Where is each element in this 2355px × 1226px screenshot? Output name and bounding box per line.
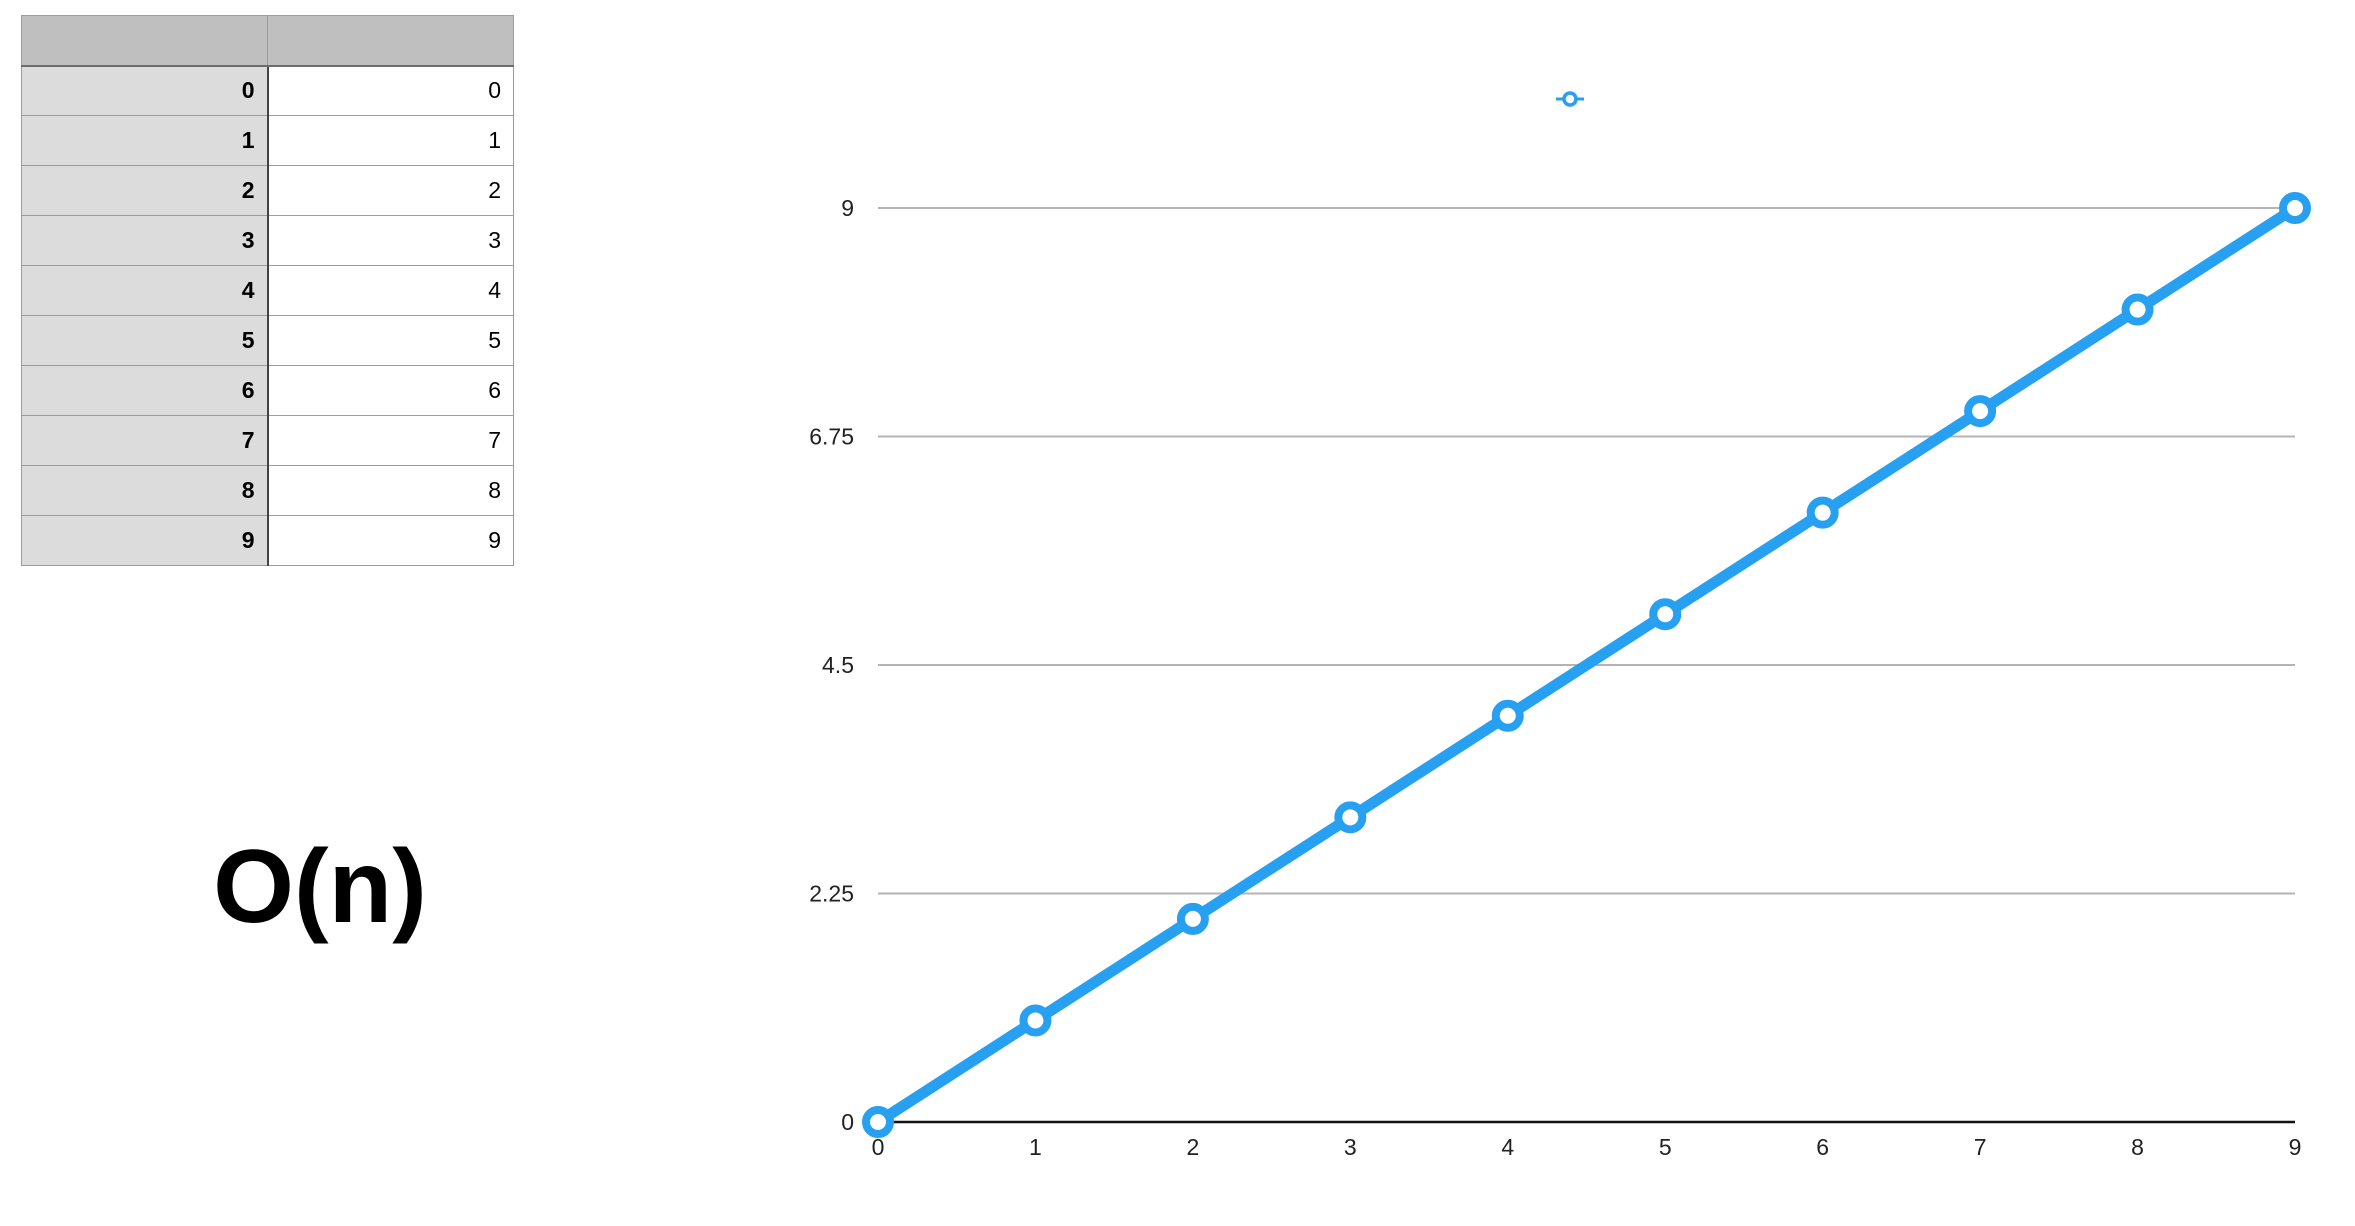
x-tick-label: 7 xyxy=(1974,1134,1987,1160)
x-tick-label: 6 xyxy=(1816,1134,1829,1160)
table-header-row xyxy=(21,15,514,67)
table-value-cell[interactable]: 4 xyxy=(267,265,514,316)
y-tick-label: 9 xyxy=(841,195,854,221)
table-key-cell[interactable]: 0 xyxy=(21,65,269,116)
table-value-cell[interactable]: 3 xyxy=(267,215,514,266)
table-header-cell xyxy=(267,15,514,67)
table-key-cell[interactable]: 3 xyxy=(21,215,269,266)
x-tick-label: 4 xyxy=(1501,1134,1514,1160)
x-tick-label: 0 xyxy=(872,1134,885,1160)
table-value-cell[interactable]: 2 xyxy=(267,165,514,216)
table-key-cell[interactable]: 7 xyxy=(21,415,269,466)
data-point xyxy=(1491,699,1524,732)
x-tick-label: 9 xyxy=(2289,1134,2302,1160)
legend-swatch-marker xyxy=(1562,91,1578,107)
table-value-cell[interactable]: 5 xyxy=(267,315,514,366)
x-tick-label: 1 xyxy=(1029,1134,1042,1160)
data-point xyxy=(1806,496,1839,529)
data-point xyxy=(2121,293,2154,326)
table-value-cell[interactable]: 0 xyxy=(267,65,514,116)
y-tick-label: 2.25 xyxy=(809,881,854,907)
x-tick-label: 8 xyxy=(2131,1134,2144,1160)
y-tick-label: 0 xyxy=(841,1109,854,1135)
y-tick-label: 6.75 xyxy=(809,424,854,450)
table-value-cell[interactable]: 1 xyxy=(267,115,514,166)
table-value-cell[interactable]: 8 xyxy=(267,465,514,516)
table-key-cell[interactable]: 8 xyxy=(21,465,269,516)
data-point xyxy=(1176,902,1209,935)
data-point xyxy=(1964,395,1997,428)
y-tick-label: 4.5 xyxy=(822,652,854,678)
x-tick-label: 5 xyxy=(1659,1134,1672,1160)
table-key-cell[interactable]: 9 xyxy=(21,515,269,566)
x-tick-label: 3 xyxy=(1344,1134,1357,1160)
complexity-label: O(n) xyxy=(213,829,427,945)
table-value-cell[interactable]: 7 xyxy=(267,415,514,466)
table-key-cell[interactable]: 4 xyxy=(21,265,269,316)
data-point xyxy=(1019,1004,1052,1037)
table-key-cell[interactable]: 2 xyxy=(21,165,269,216)
table-value-cell[interactable]: 6 xyxy=(267,365,514,416)
table-header-cell xyxy=(21,15,268,67)
data-point xyxy=(862,1106,894,1138)
x-tick-label: 2 xyxy=(1186,1134,1199,1160)
data-point xyxy=(2279,192,2311,224)
data-point xyxy=(1649,598,1682,631)
data-point xyxy=(1334,801,1367,834)
table-key-cell[interactable]: 6 xyxy=(21,365,269,416)
table-value-cell[interactable]: 9 xyxy=(267,515,514,566)
series-line xyxy=(872,202,2301,1128)
table-key-cell[interactable]: 1 xyxy=(21,115,269,166)
